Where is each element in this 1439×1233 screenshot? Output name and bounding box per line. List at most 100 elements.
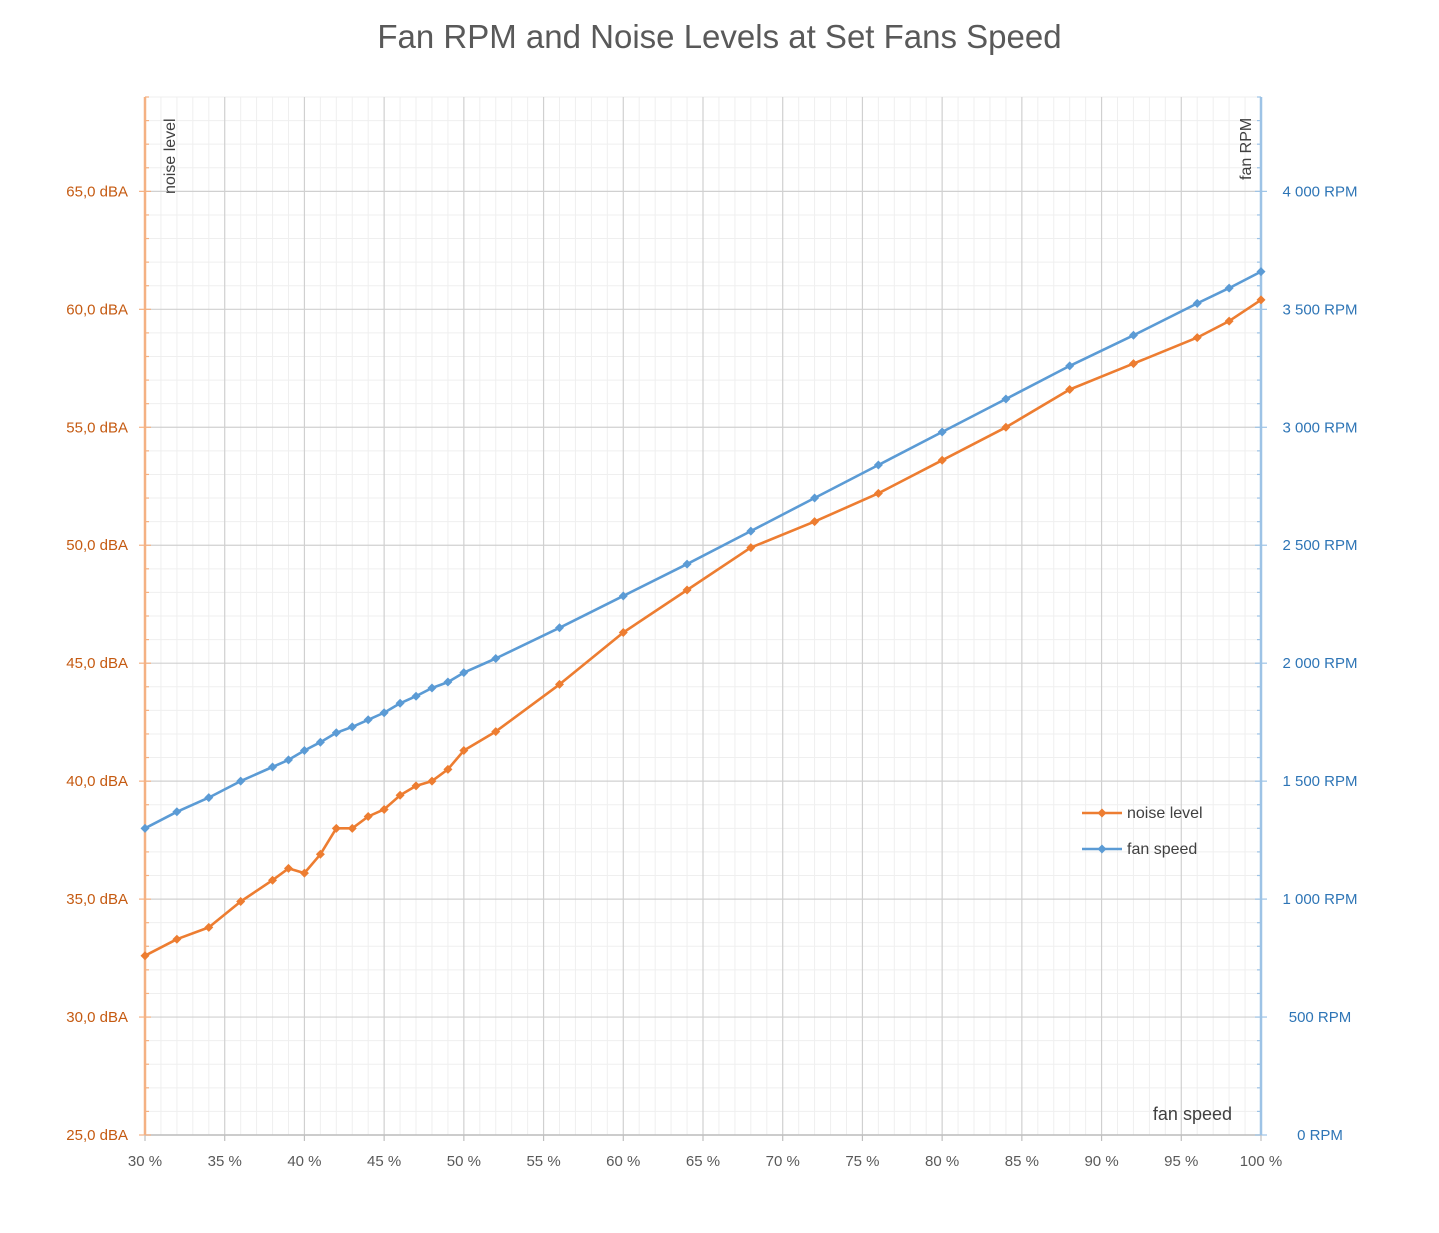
noise-level-point [283, 863, 293, 873]
noise-level-point [555, 679, 565, 689]
right-tick-label: 3 000 RPM [1282, 419, 1357, 436]
x-tick-label: 65 % [686, 1153, 720, 1170]
fan-speed-point [204, 793, 214, 803]
fan-speed-point [746, 526, 756, 536]
right-tick-label: 1 000 RPM [1282, 891, 1357, 908]
noise-level-point [427, 776, 437, 786]
fan-speed-point [459, 668, 469, 678]
noise-level-point [236, 896, 246, 906]
right-tick-label: 1 500 RPM [1282, 773, 1357, 790]
fan-speed-point [236, 776, 246, 786]
legend-noise-level-marker [1097, 808, 1107, 818]
fan-speed-point [395, 698, 405, 708]
left-tick-label: 65,0 dBA [66, 183, 128, 200]
x-tick-label: 70 % [766, 1153, 800, 1170]
series-layer [140, 267, 1266, 961]
fan-speed-point [443, 677, 453, 687]
noise-level-point [937, 455, 947, 465]
noise-level-point [1128, 359, 1138, 369]
right-tick-label: 0 RPM [1297, 1127, 1343, 1144]
left-tick-label: 35,0 dBA [66, 891, 128, 908]
noise-level-point [363, 812, 373, 822]
x-tick-label: 35 % [208, 1153, 242, 1170]
x-tick-label: 95 % [1164, 1153, 1198, 1170]
fan-speed-point [411, 691, 421, 701]
x-tick-label: 60 % [606, 1153, 640, 1170]
fan-speed-point [491, 653, 501, 663]
left-tick-label: 50,0 dBA [66, 537, 128, 554]
right-tick-label: 2 000 RPM [1282, 655, 1357, 672]
fan-speed-point [140, 823, 150, 833]
x-tick-label: 75 % [845, 1153, 879, 1170]
fan-speed-point [172, 807, 182, 817]
x-tick-label: 100 % [1240, 1153, 1283, 1170]
noise-level-point [331, 823, 341, 833]
labels-layer: 25,0 dBA 30,0 dBA 35,0 dBA 40,0 dBA 45,0 dBA… [66, 118, 1357, 1170]
x-tick-label: 55 % [526, 1153, 560, 1170]
noise-level-point [268, 875, 278, 885]
noise-level-point [299, 868, 309, 878]
noise-level-point [746, 543, 756, 553]
fan-speed-point [682, 559, 692, 569]
noise-level-point [459, 745, 469, 755]
fan-speed-point [937, 427, 947, 437]
noise-level-point [140, 951, 150, 961]
x-tick-label: 50 % [447, 1153, 481, 1170]
noise-level-point [395, 790, 405, 800]
left-tick-label: 30,0 dBA [66, 1009, 128, 1026]
legend-layer: noise level fan speed [1082, 805, 1203, 858]
fan-speed-point [555, 623, 565, 633]
noise-level-point [347, 823, 357, 833]
fan-speed-point [347, 722, 357, 732]
noise-level-point [379, 804, 389, 814]
fan-speed-point [331, 728, 341, 738]
legend-noise-level-label: noise level [1127, 805, 1203, 822]
left-tick-label: 60,0 dBA [66, 301, 128, 318]
x-axis-title: fan speed [1153, 1104, 1232, 1124]
noise-level-point [1065, 385, 1075, 395]
fan-speed-point [427, 683, 437, 693]
right-tick-label: 3 500 RPM [1282, 301, 1357, 318]
noise-level-point [1224, 316, 1234, 326]
x-tick-label: 80 % [925, 1153, 959, 1170]
fan-speed-point [618, 591, 628, 601]
x-tick-label: 85 % [1005, 1153, 1039, 1170]
noise-level-point [1001, 422, 1011, 432]
noise-level-point [204, 922, 214, 932]
fan-speed-point [363, 715, 373, 725]
fan-speed-point [1001, 394, 1011, 404]
noise-level-point [682, 585, 692, 595]
left-tick-label: 55,0 dBA [66, 419, 128, 436]
x-tick-label: 45 % [367, 1153, 401, 1170]
fan-speed-point [1256, 267, 1266, 277]
fan-speed-point [315, 737, 325, 747]
left-tick-label: 25,0 dBA [66, 1127, 128, 1144]
fan-speed-point [283, 755, 293, 765]
left-tick-label: 45,0 dBA [66, 655, 128, 672]
x-tick-label: 40 % [287, 1153, 321, 1170]
noise-level-point [172, 934, 182, 944]
noise-level-point [618, 628, 628, 638]
right-tick-label: 500 RPM [1289, 1009, 1352, 1026]
chart-title: Fan RPM and Noise Levels at Set Fans Spe… [377, 18, 1062, 55]
x-tick-label: 30 % [128, 1153, 162, 1170]
left-axis-title: noise level [162, 118, 179, 194]
fan-speed-point [1224, 283, 1234, 293]
noise-level-point [1256, 295, 1266, 305]
fan-speed-point [810, 493, 820, 503]
noise-level-point [491, 727, 501, 737]
right-tick-label: 4 000 RPM [1282, 183, 1357, 200]
right-axis-title: fan RPM [1238, 118, 1255, 180]
fan-speed-point [873, 460, 883, 470]
noise-level-point [411, 781, 421, 791]
fan-speed-point [299, 745, 309, 755]
x-tick-label: 90 % [1084, 1153, 1118, 1170]
fan-speed-point [1065, 361, 1075, 371]
fan-speed-point [268, 762, 278, 772]
grid-layer [144, 96, 1262, 1136]
noise-level-point [443, 764, 453, 774]
left-tick-label: 40,0 dBA [66, 773, 128, 790]
legend-fan-speed-label: fan speed [1127, 841, 1197, 858]
right-tick-label: 2 500 RPM [1282, 537, 1357, 554]
